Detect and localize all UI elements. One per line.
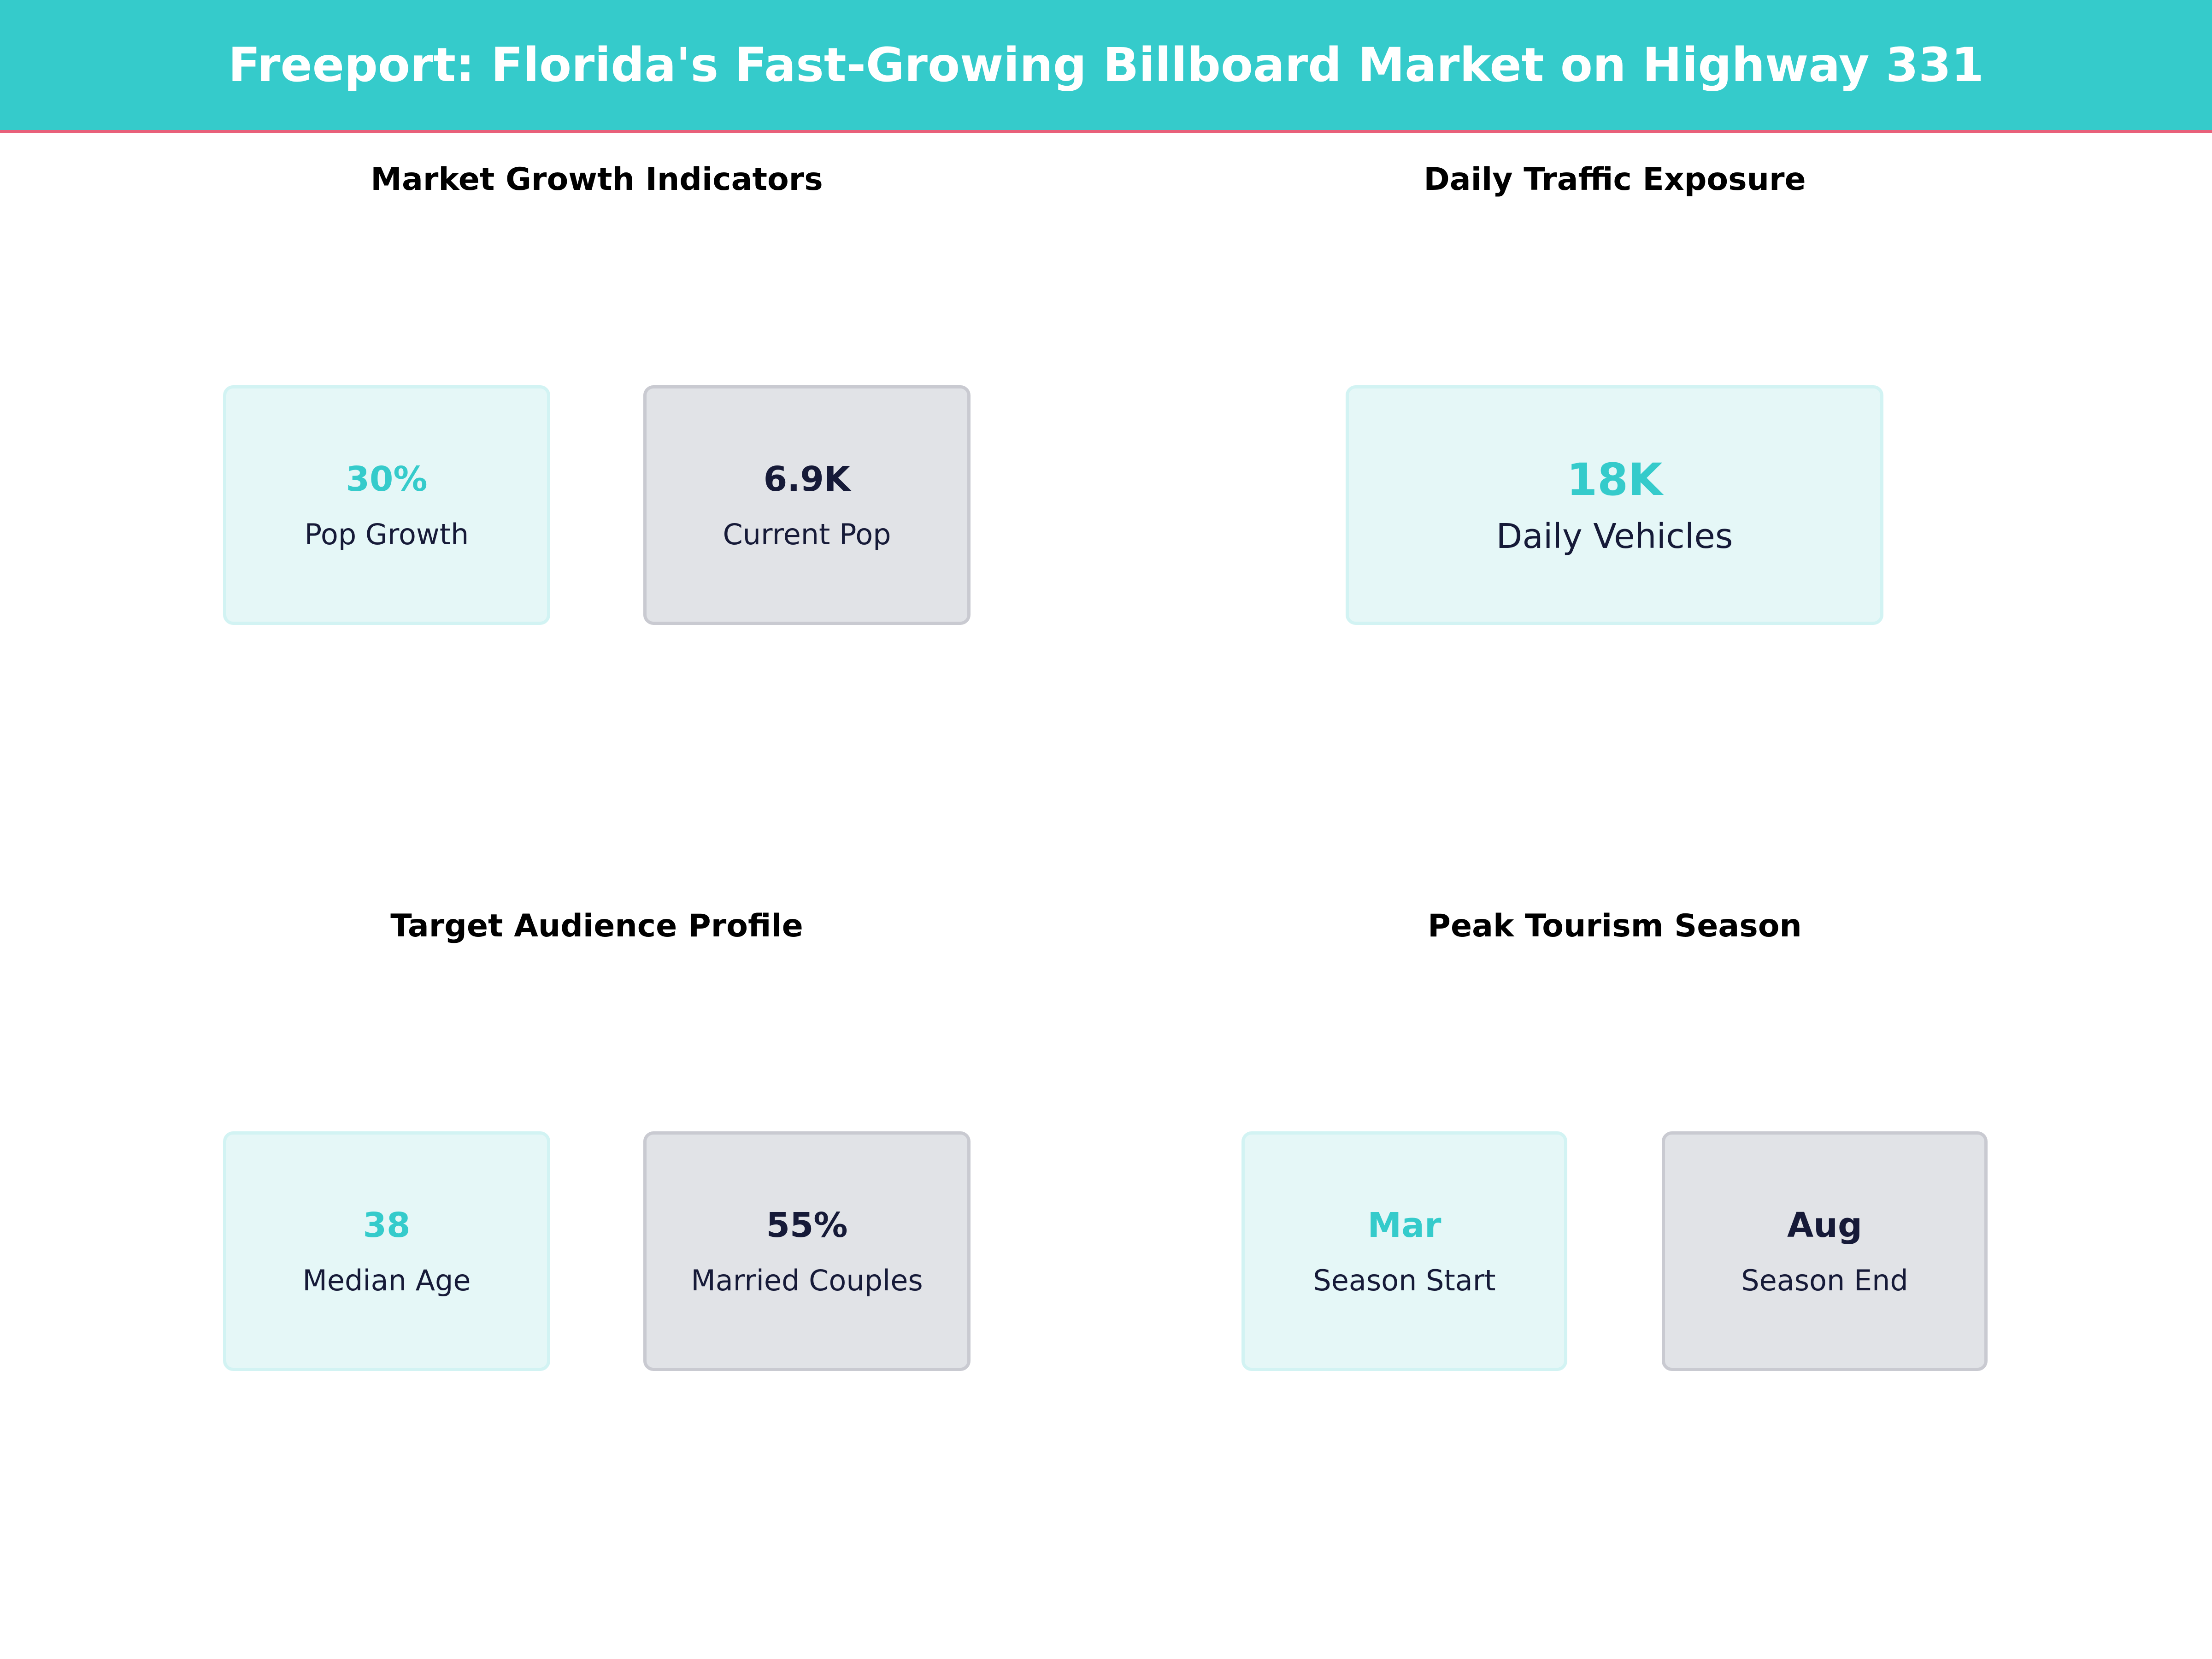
- panel-title-daily-traffic: Daily Traffic Exposure: [1424, 161, 1806, 198]
- metric-label: Pop Growth: [304, 517, 469, 551]
- metric-label: Current Pop: [723, 517, 891, 551]
- metric-card-pop-growth: 30% Pop Growth: [223, 385, 550, 625]
- metric-card-current-pop: 6.9K Current Pop: [643, 385, 971, 625]
- metric-card-season-start: Mar Season Start: [1241, 1131, 1567, 1371]
- metric-value: 38: [363, 1205, 411, 1245]
- metric-value: 18K: [1566, 454, 1663, 506]
- metric-value: 30%: [346, 459, 428, 499]
- metric-value: 55%: [766, 1205, 848, 1245]
- metric-value: Aug: [1787, 1205, 1862, 1245]
- panel-title-peak-tourism: Peak Tourism Season: [1428, 908, 1802, 944]
- metric-card-daily-vehicles: 18K Daily Vehicles: [1346, 385, 1883, 625]
- metric-card-season-end: Aug Season End: [1662, 1131, 1988, 1371]
- metric-label: Season Start: [1313, 1263, 1496, 1297]
- metric-label: Daily Vehicles: [1496, 517, 1733, 556]
- metric-value: 6.9K: [763, 459, 851, 499]
- metric-value: Mar: [1367, 1205, 1441, 1245]
- panel-title-market-growth: Market Growth Indicators: [371, 161, 823, 198]
- page-title: Freeport: Florida's Fast-Growing Billboa…: [228, 37, 1984, 93]
- metric-label: Season End: [1741, 1263, 1908, 1297]
- header-banner: Freeport: Florida's Fast-Growing Billboa…: [0, 0, 2212, 133]
- metric-label: Married Couples: [691, 1263, 923, 1297]
- metric-card-median-age: 38 Median Age: [223, 1131, 550, 1371]
- metric-card-married-couples: 55% Married Couples: [643, 1131, 971, 1371]
- metric-label: Median Age: [302, 1263, 471, 1297]
- panel-title-target-audience: Target Audience Profile: [390, 908, 803, 944]
